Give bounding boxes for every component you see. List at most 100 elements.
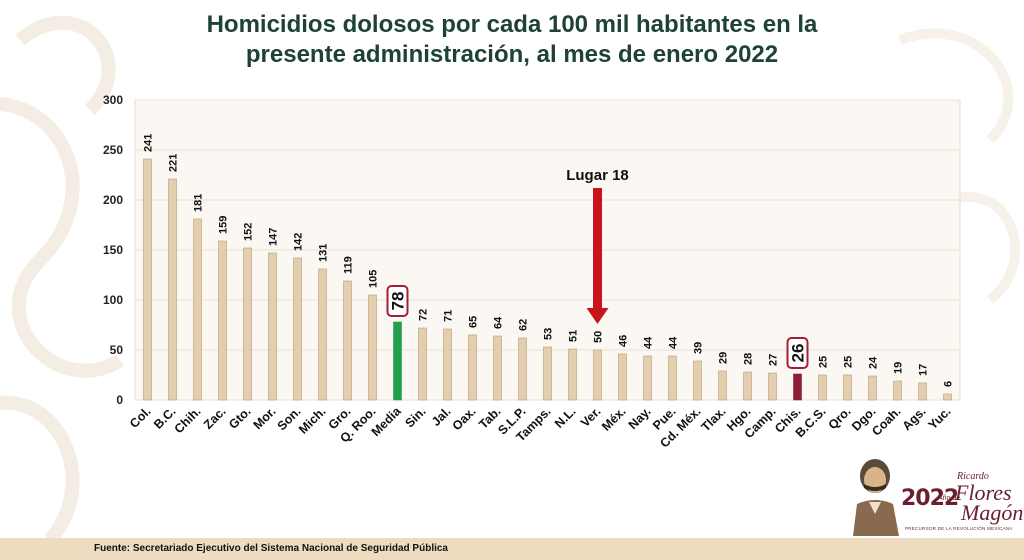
value-label-group: 6: [943, 381, 955, 387]
annotation-arrow-head: [586, 308, 609, 324]
x-tick-label-oax: Oax.: [450, 404, 479, 433]
bar-son: [293, 257, 302, 401]
value-label: 29: [718, 352, 730, 364]
bar-tab: [493, 335, 502, 401]
value-label-group: 105: [368, 270, 380, 288]
value-label: 28: [743, 353, 755, 365]
logo-last-name-2: Magón: [961, 500, 1024, 525]
bar-jal: [443, 328, 452, 401]
value-label-group: 25: [818, 356, 830, 368]
bar-qro: [843, 374, 852, 401]
value-label-group: 71: [443, 310, 455, 322]
value-label: 78: [389, 292, 408, 311]
value-label: 50: [593, 331, 605, 343]
y-tick-label: 250: [103, 143, 123, 157]
y-tick-label: 300: [103, 93, 123, 107]
bar-camp: [768, 372, 777, 401]
bar-yuc: [943, 393, 952, 401]
bar-mich: [318, 268, 327, 401]
bar-tamps: [543, 346, 552, 401]
bar-nay: [643, 355, 652, 401]
bar-gto: [243, 247, 252, 401]
value-label-group: 25: [843, 356, 855, 368]
value-label-group: 181: [193, 194, 205, 212]
annotation: Lugar 18: [566, 167, 629, 324]
x-tick-label-mex: Méx.: [599, 404, 629, 434]
value-label-group: 28: [743, 353, 755, 365]
value-label-group: 26: [786, 337, 809, 369]
footer-bar: Fuente: Secretariado Ejecutivo del Siste…: [0, 538, 1024, 560]
bars: [143, 158, 952, 401]
value-label-group: 53: [543, 328, 555, 340]
value-label-group: 152: [243, 223, 255, 241]
bar-media: [393, 321, 402, 401]
x-tick-label-coah: Coah.: [869, 404, 903, 438]
value-label-box: [786, 337, 809, 369]
logo-year: 2022: [901, 486, 959, 511]
x-tick-label-sin: Sin.: [403, 404, 429, 430]
bar-chis: [793, 373, 802, 401]
y-tick-label: 150: [103, 243, 123, 257]
x-tick-label-mich: Mich.: [296, 404, 328, 436]
bar-ver: [593, 349, 602, 401]
bar-b-c-s: [818, 374, 827, 401]
value-label-group: 44: [643, 336, 655, 349]
y-tick-label: 100: [103, 293, 123, 307]
value-label-group: 147: [268, 228, 280, 246]
value-label-group: 50: [593, 331, 605, 343]
y-tick-label: 0: [116, 393, 123, 407]
value-label-group: 51: [568, 330, 580, 342]
value-label: 53: [543, 328, 555, 340]
chart-title: Homicidios dolosos por cada 100 mil habi…: [0, 10, 1024, 70]
value-label-group: 65: [468, 316, 480, 328]
value-label-group: 72: [418, 309, 430, 321]
bar-cd-mex: [693, 360, 702, 401]
x-tick-label-col: Col.: [127, 404, 154, 431]
value-label-box: [386, 285, 409, 317]
value-label: 72: [418, 309, 430, 321]
value-label: 241: [143, 134, 155, 152]
value-label: 25: [818, 356, 830, 368]
x-tick-label-mor: Mor.: [251, 404, 279, 432]
value-label: 65: [468, 316, 480, 328]
value-label: 62: [518, 319, 530, 331]
value-label: 17: [918, 364, 930, 376]
bar-mex: [618, 353, 627, 401]
bar-s-l-p: [518, 337, 527, 401]
value-label: 119: [343, 256, 355, 274]
chart-title-line-1: Homicidios dolosos por cada 100 mil habi…: [206, 11, 818, 38]
value-label: 39: [693, 342, 705, 354]
value-label: 64: [493, 316, 505, 329]
x-tick-label-chih: Chih.: [172, 404, 204, 436]
logo-ano-de: Año de: [938, 495, 961, 502]
x-tick-label-zac: Zac.: [201, 404, 229, 432]
logo-tagline: PRECURSOR DE LA REVOLUCIÓN MEXICANA: [905, 526, 1013, 531]
value-label: 181: [193, 194, 205, 212]
value-label: 142: [293, 233, 305, 251]
bar-oax: [468, 334, 477, 401]
bar-sin: [418, 327, 427, 401]
bar-hgo: [743, 371, 752, 401]
bar-zac: [218, 240, 227, 401]
value-label-group: 131: [318, 244, 330, 262]
x-tick-label-gto: Gto.: [226, 404, 254, 432]
value-label-group: 62: [518, 319, 530, 331]
value-label: 147: [268, 228, 280, 246]
bar-q-roo: [368, 294, 377, 401]
value-label-group: 29: [718, 352, 730, 364]
value-label-group: 119: [343, 256, 355, 274]
x-tick-label-ags: Ags.: [900, 404, 929, 433]
bar-chih: [193, 218, 202, 401]
logo-2022-ricardo-flores-magon: Ricardo 2022 Año de Flores Magón PRECURS…: [845, 452, 1023, 536]
bar-gro: [343, 280, 352, 401]
value-label-group: 44: [668, 336, 680, 349]
value-label-group: 241: [143, 134, 155, 152]
bar-tlax: [718, 370, 727, 401]
y-tick-label: 50: [110, 343, 124, 357]
value-label: 51: [568, 330, 580, 342]
logo-last-name-1: Flores: [955, 480, 1012, 505]
x-tick-label-nay: Nay.: [626, 404, 654, 432]
